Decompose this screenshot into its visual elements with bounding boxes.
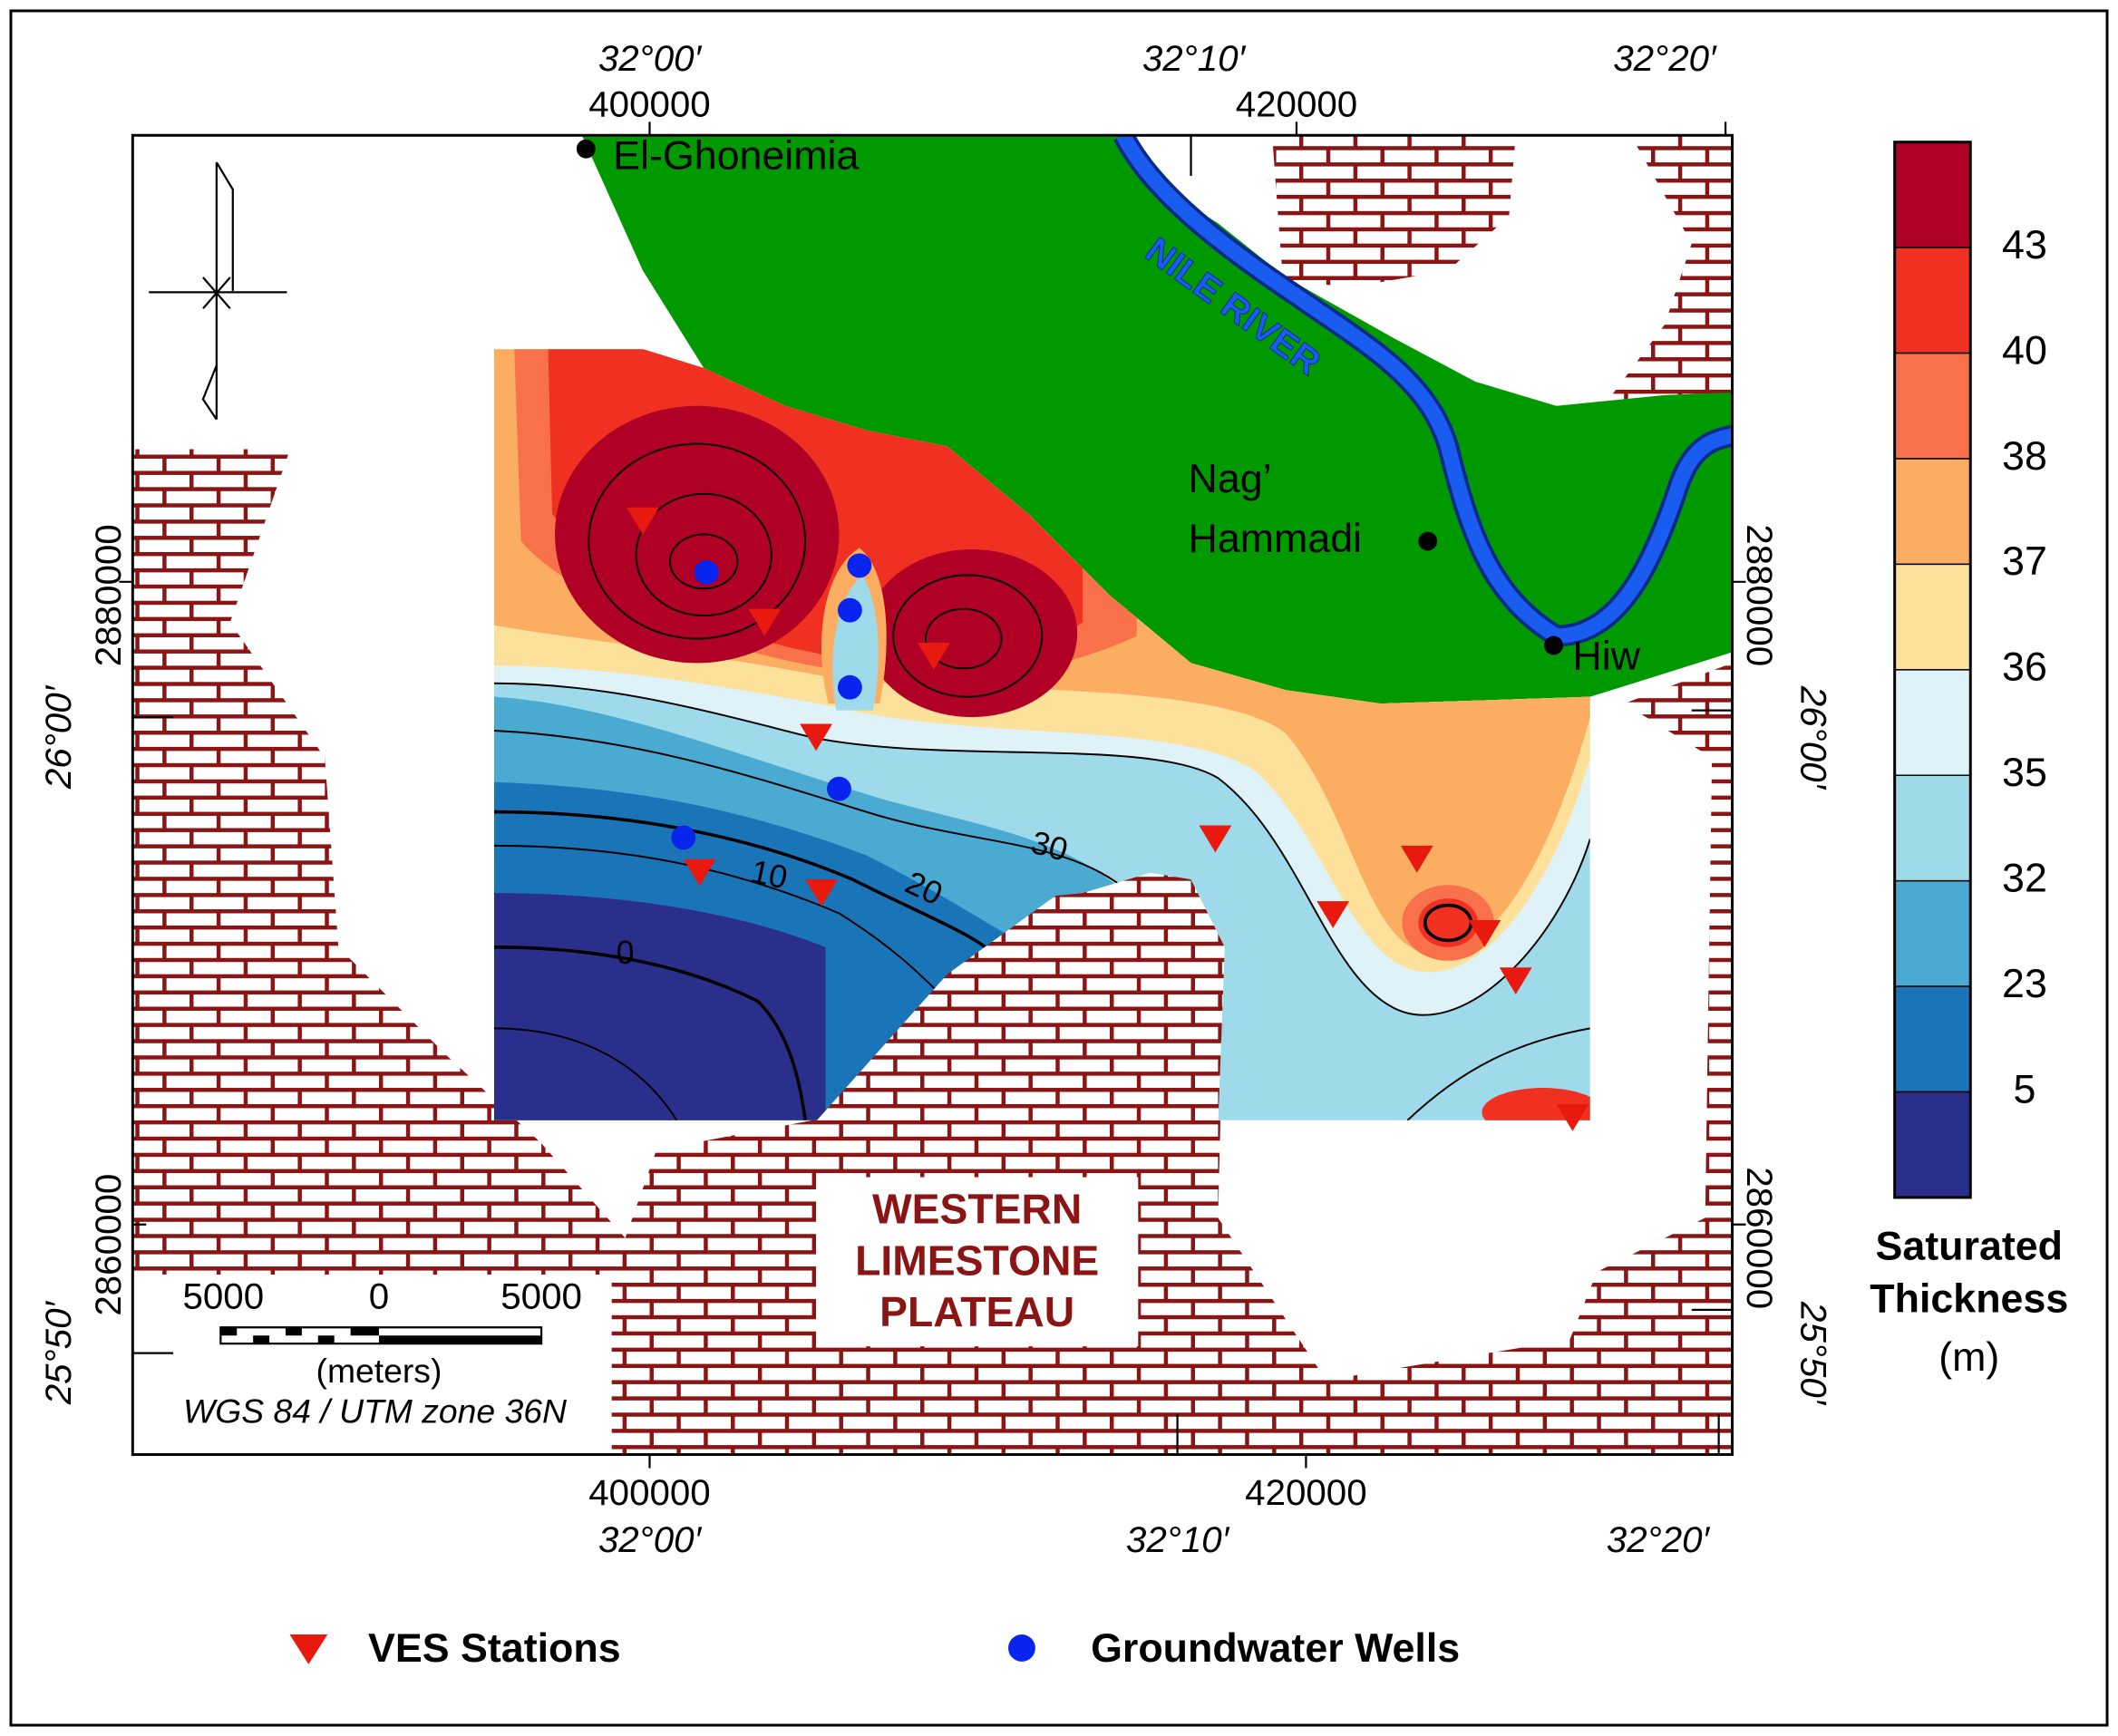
lon-label: 32°00′ [598,1519,703,1560]
colorbar-label: 37 [2002,538,2047,584]
easting-label: 420000 [1245,1472,1366,1513]
plateau-label-box [816,1177,1139,1347]
colorbar-title: Saturated [1876,1223,2063,1268]
easting-label: 400000 [588,1472,710,1513]
colorbar-frame [1893,141,1972,1199]
colorbar-bin [1893,774,1972,882]
colorbar-bin [1893,1091,1972,1198]
north-arrow [149,161,287,421]
legend-symbol [1008,1634,1035,1662]
limestone-intrusion [811,872,1225,1126]
contour-label: 0 [617,935,635,971]
colorbar-label: 32 [2002,856,2047,901]
groundwater-wells [671,553,872,850]
place-label: Hammadi [1189,516,1363,561]
northing-label: 2860000 [88,1174,129,1316]
colorbar-bin [1893,669,1972,777]
easting-label: 400000 [588,84,710,125]
colorbar-bin [1893,352,1972,460]
lat-label: 25°50′ [1793,1301,1833,1406]
contour-lines [493,442,1590,1120]
town-marker [1418,531,1438,551]
scale-box [132,1275,612,1455]
place-label: Nag’ [1189,456,1272,501]
legend-label: VES Stations [368,1625,621,1671]
contour-label: 10 [748,853,791,896]
contour-label: 30 [1027,824,1072,868]
lon-label: 32°20′ [1607,1519,1711,1560]
place-label: El-Ghoneimia [613,132,859,178]
scale-bar [219,1326,543,1345]
plateau-label: WESTERN [872,1186,1082,1233]
scale-tick: 5000 [182,1276,264,1317]
map-body: 0 10 20 30 WESTERN LIMESTONE PLATEAU 500… [132,132,1733,1455]
easting-label: 420000 [1236,84,1357,125]
town-marker [576,139,596,159]
colorbar-bin [1893,458,1972,566]
plateau-label: PLATEAU [879,1288,1074,1335]
colorbar: 43 40 38 37 36 35 32 23 5 [1893,141,2047,1199]
map-frame [131,133,1734,1457]
colorbar-label: 23 [2002,961,2047,1006]
floodplain [581,135,1733,704]
colorbar-label: 36 [2002,645,2047,690]
legend-symbol [289,1634,328,1664]
colorbar-label: 38 [2002,433,2047,479]
lon-label: 32°10′ [1142,38,1247,79]
colorbar-bin [1893,247,1972,354]
ves-stations [627,507,1589,1131]
plateau-label: LIMESTONE [855,1237,1099,1284]
town-marker [1544,635,1563,655]
colorbar-bin [1893,563,1972,671]
colorbar-bin [1893,141,1972,248]
colorbar-label: 43 [2002,222,2047,267]
scale-tick: 5000 [500,1276,582,1317]
crs-label: WGS 84 / UTM zone 36N [183,1392,567,1431]
frame-ticks [119,121,1746,1469]
northing-label: 2860000 [1739,1167,1780,1309]
nile-river [1116,135,1733,644]
colorbar-unit: (m) [1938,1334,1999,1380]
lon-label: 32°10′ [1126,1519,1230,1560]
lon-label: 32°20′ [1613,38,1717,79]
scale-tick: 0 [369,1276,389,1317]
place-label: Hiw [1572,634,1640,679]
colorbar-label: 40 [2002,327,2047,373]
northing-label: 2880000 [88,524,129,666]
lat-label: 26°00′ [38,684,79,790]
lat-label: 26°00′ [1793,685,1833,790]
zone-40-43 [1482,1088,1590,1120]
northing-label: 2880000 [1739,524,1780,666]
lat-label: 25°50′ [38,1300,79,1405]
lon-label: 32°00′ [598,38,703,79]
colorbar-bin [1893,985,1972,1093]
limestone-patch [1272,135,1516,287]
colorbar-label: 5 [2014,1066,2036,1111]
colorbar-title: Thickness [1870,1276,2068,1322]
colorbar-label: 35 [2002,750,2047,795]
colorbar-bin [1893,879,1972,987]
scale-unit: (meters) [316,1352,442,1390]
legend-label: Groundwater Wells [1091,1625,1460,1671]
limestone-patch [1603,135,1733,406]
